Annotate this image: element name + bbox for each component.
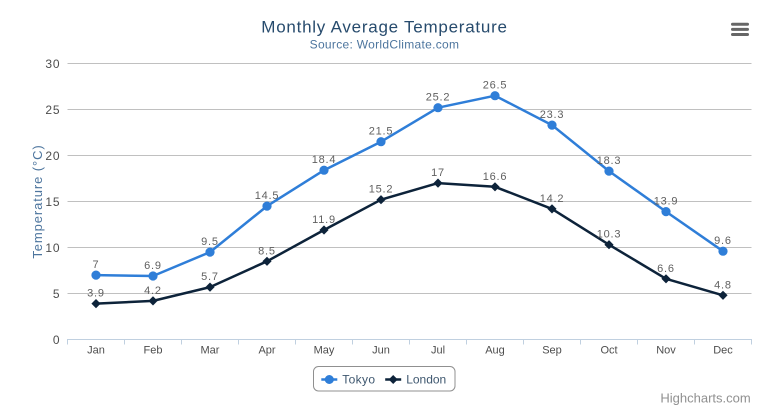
- svg-text:9.6: 9.6: [714, 235, 732, 247]
- svg-text:6.6: 6.6: [657, 263, 675, 275]
- svg-text:14.5: 14.5: [255, 190, 280, 202]
- svg-text:Jan: Jan: [87, 345, 105, 357]
- svg-text:30: 30: [45, 57, 60, 71]
- svg-text:25: 25: [45, 103, 60, 117]
- svg-text:23.3: 23.3: [540, 109, 565, 121]
- svg-text:15: 15: [45, 195, 60, 209]
- svg-text:4.2: 4.2: [144, 285, 162, 297]
- svg-text:Nov: Nov: [656, 345, 676, 357]
- svg-text:10: 10: [45, 241, 60, 255]
- svg-text:Source: WorldClimate.com: Source: WorldClimate.com: [310, 38, 460, 52]
- svg-text:Oct: Oct: [600, 345, 617, 357]
- svg-text:20: 20: [45, 149, 60, 163]
- svg-text:Dec: Dec: [713, 345, 733, 357]
- svg-text:Sep: Sep: [542, 345, 562, 357]
- svg-text:15.2: 15.2: [369, 184, 394, 196]
- svg-text:Apr: Apr: [258, 345, 275, 357]
- svg-text:Monthly Average Temperature: Monthly Average Temperature: [261, 18, 507, 37]
- svg-text:Aug: Aug: [485, 345, 505, 357]
- svg-text:5: 5: [53, 287, 60, 301]
- svg-text:9.5: 9.5: [201, 236, 219, 248]
- svg-text:13.9: 13.9: [654, 196, 679, 208]
- svg-text:7: 7: [93, 259, 100, 271]
- svg-text:16.6: 16.6: [483, 171, 508, 183]
- svg-text:18.4: 18.4: [312, 154, 337, 166]
- svg-text:London: London: [406, 373, 446, 387]
- svg-text:25.2: 25.2: [426, 92, 451, 104]
- svg-text:4.8: 4.8: [714, 279, 732, 291]
- svg-text:0: 0: [53, 333, 60, 347]
- svg-text:5.7: 5.7: [201, 271, 219, 283]
- svg-text:Temperature (°C): Temperature (°C): [30, 144, 45, 258]
- svg-text:18.3: 18.3: [597, 155, 622, 167]
- svg-text:Jun: Jun: [372, 345, 390, 357]
- svg-text:Highcharts.com: Highcharts.com: [660, 390, 750, 405]
- svg-text:3.9: 3.9: [87, 288, 105, 300]
- svg-text:11.9: 11.9: [312, 214, 336, 226]
- svg-text:17: 17: [431, 167, 445, 179]
- svg-text:Mar: Mar: [201, 345, 220, 357]
- svg-text:May: May: [314, 345, 335, 357]
- svg-text:26.5: 26.5: [483, 80, 508, 92]
- svg-text:Jul: Jul: [431, 345, 445, 357]
- svg-text:Feb: Feb: [144, 345, 163, 357]
- svg-text:Tokyo: Tokyo: [342, 373, 375, 387]
- svg-text:21.5: 21.5: [369, 126, 394, 138]
- svg-text:14.2: 14.2: [540, 193, 565, 205]
- svg-text:10.3: 10.3: [597, 229, 622, 241]
- svg-text:6.9: 6.9: [144, 260, 162, 272]
- svg-text:8.5: 8.5: [258, 245, 276, 257]
